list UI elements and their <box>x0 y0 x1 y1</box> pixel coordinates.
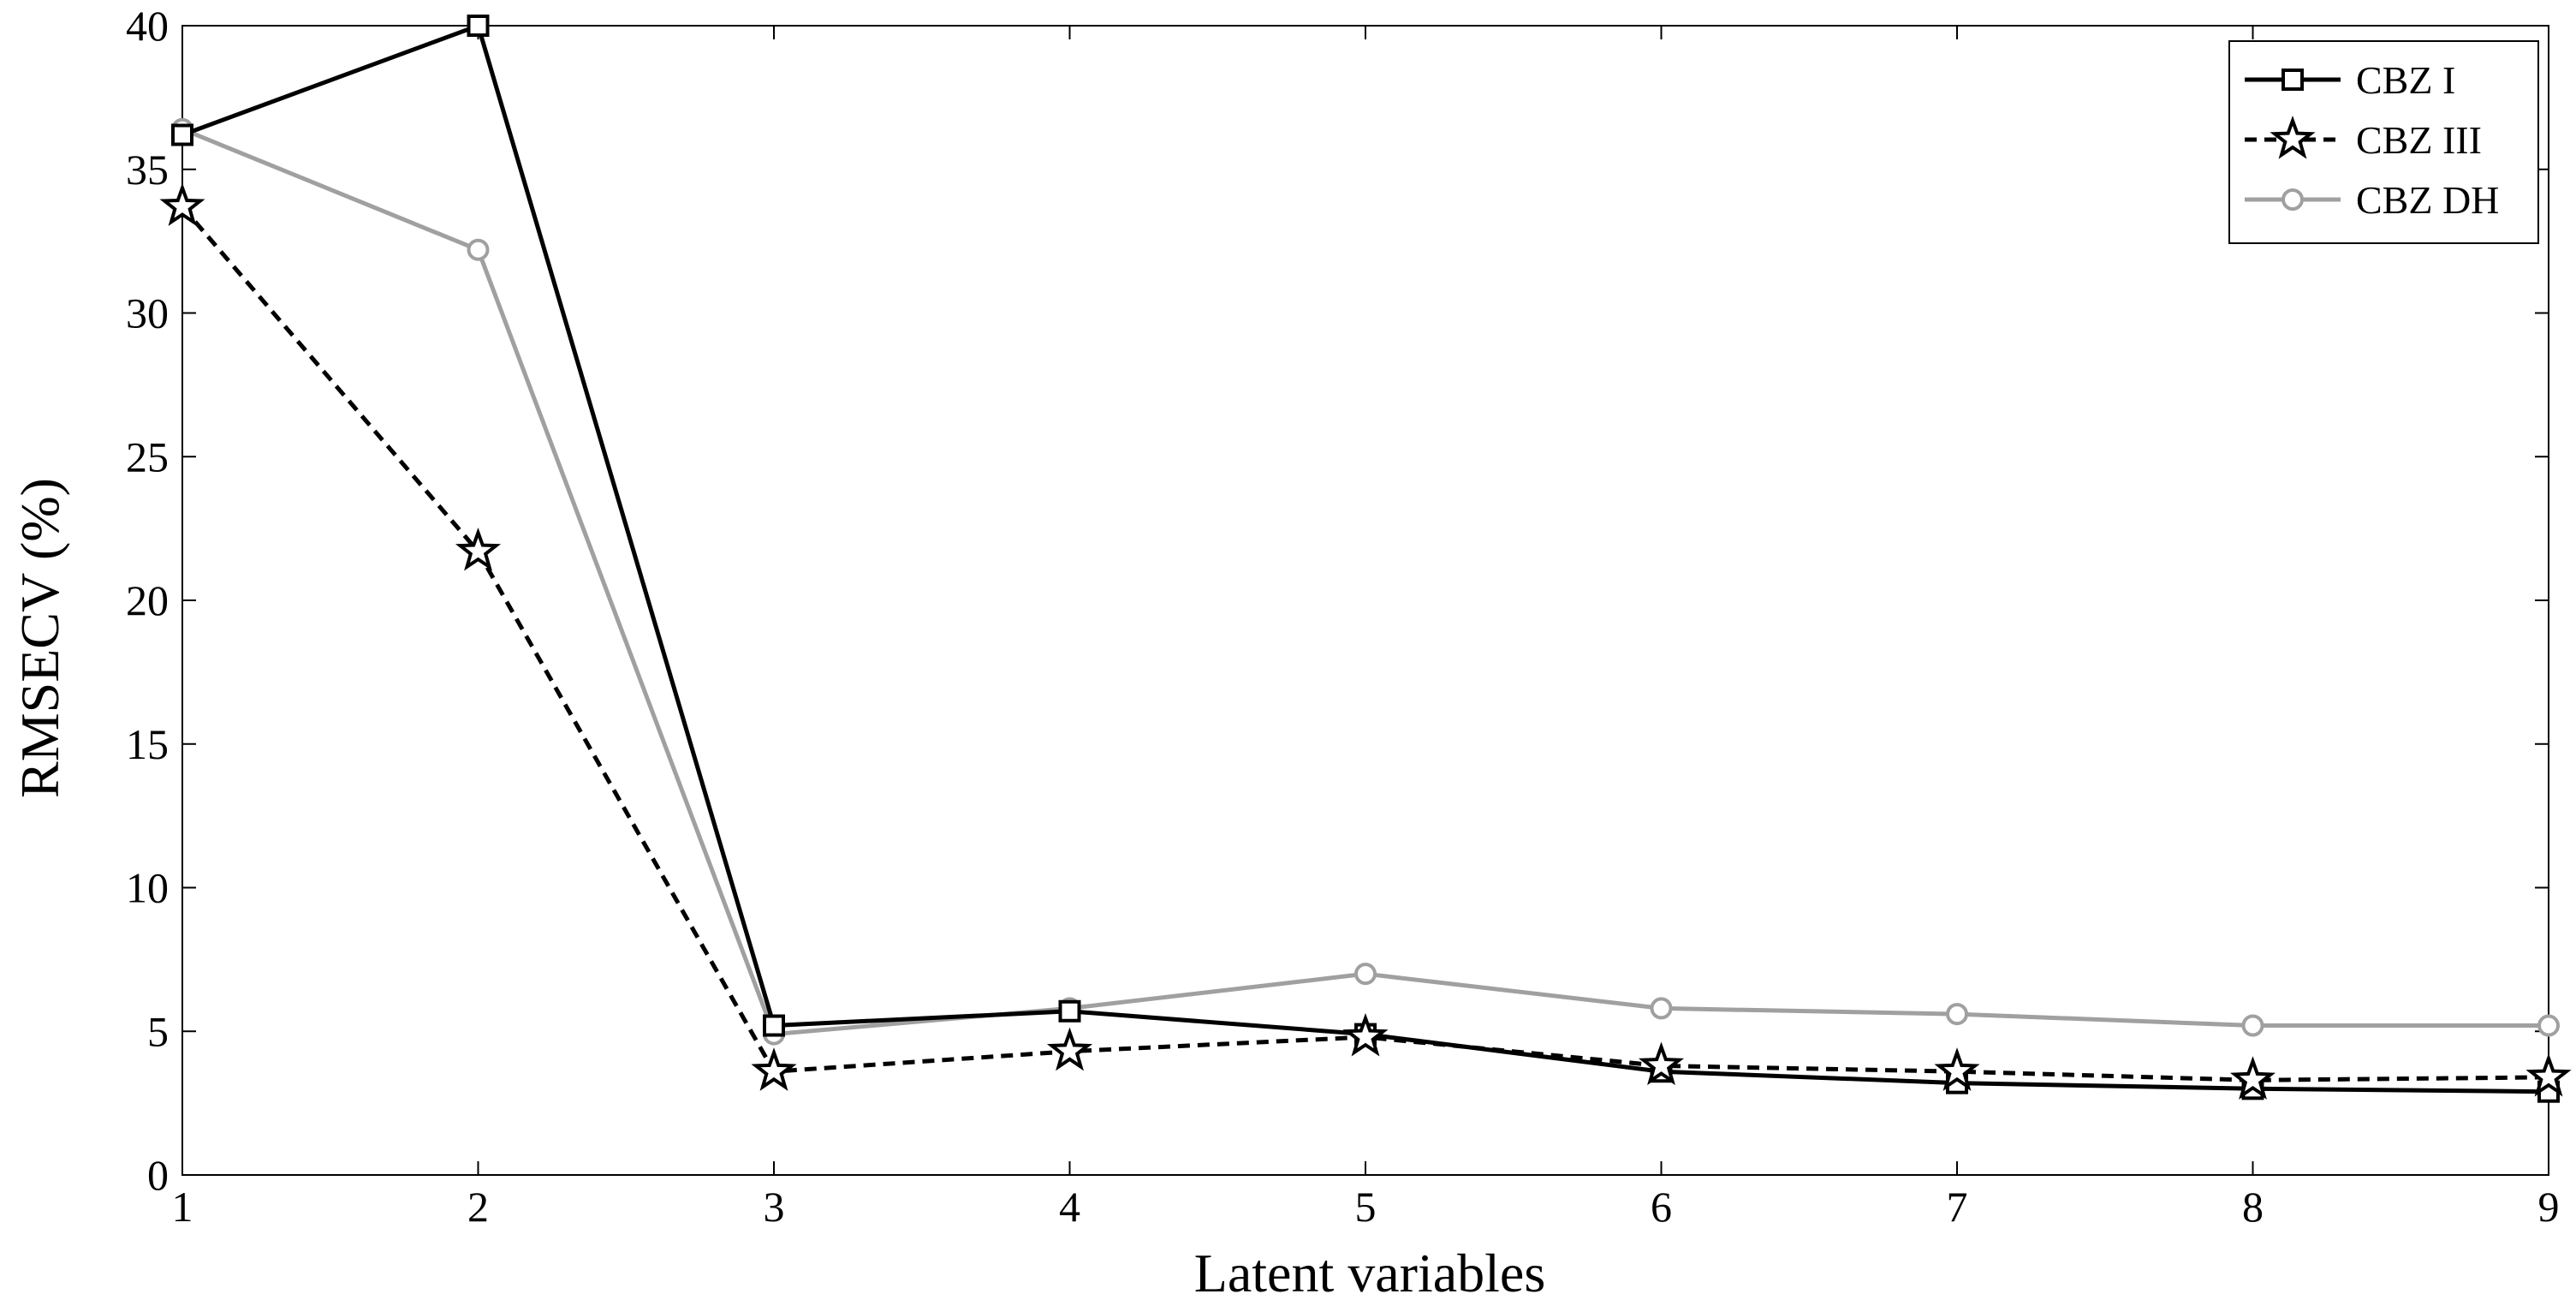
data-point-marker <box>455 528 502 571</box>
data-point-marker <box>2537 1014 2560 1037</box>
y-tick-label: 10 <box>126 864 169 912</box>
y-tick-label: 35 <box>126 146 169 194</box>
legend-marker <box>2270 116 2316 159</box>
data-point-marker <box>1638 1041 1685 1086</box>
legend-label: CBZ III <box>2356 118 2482 162</box>
x-tick-label: 9 <box>2538 1183 2560 1231</box>
y-tick-label: 15 <box>126 720 169 768</box>
legend-marker <box>2282 69 2304 91</box>
data-point-marker <box>1058 999 1081 1023</box>
x-tick-label: 7 <box>1947 1183 1968 1231</box>
legend-item: CBZ III <box>2245 116 2482 162</box>
legend-item: CBZ DH <box>2245 178 2499 222</box>
data-point-marker <box>1650 997 1673 1020</box>
x-tick-label: 4 <box>1059 1183 1080 1231</box>
x-tick-label: 5 <box>1355 1183 1377 1231</box>
x-tick-label: 3 <box>764 1183 785 1231</box>
y-tick-label: 20 <box>126 576 169 624</box>
legend-box <box>2228 40 2539 244</box>
x-tick-label: 8 <box>2242 1183 2264 1231</box>
y-tick-label: 5 <box>147 1007 169 1055</box>
y-tick-label: 25 <box>126 432 169 480</box>
legend-item: CBZ I <box>2245 58 2455 102</box>
data-point-marker <box>751 1047 797 1091</box>
y-axis-title: RMSECV (%) <box>9 478 70 798</box>
legend-label: CBZ I <box>2356 58 2455 102</box>
data-point-marker <box>171 123 193 146</box>
x-tick-label: 6 <box>1651 1183 1672 1231</box>
legend-marker <box>2282 188 2304 211</box>
data-point-marker <box>1934 1047 1980 1091</box>
data-point-marker <box>159 182 205 226</box>
y-tick-label: 30 <box>126 289 169 337</box>
data-point-marker <box>763 1014 785 1037</box>
x-tick-label: 2 <box>467 1183 489 1231</box>
legend-label: CBZ DH <box>2356 178 2499 222</box>
data-point-marker <box>1946 1003 1968 1026</box>
series-cbz-iii <box>159 182 2572 1100</box>
x-axis-title: Latent variables <box>1194 1243 1545 1303</box>
y-tick-label: 0 <box>147 1151 169 1199</box>
data-point-marker <box>2241 1014 2264 1037</box>
data-point-marker <box>467 15 490 37</box>
data-point-marker <box>2229 1056 2276 1100</box>
data-point-marker <box>1354 963 1377 986</box>
data-point-marker <box>1046 1027 1093 1071</box>
x-tick-label: 1 <box>172 1183 193 1231</box>
data-point-marker <box>467 238 490 261</box>
data-point-marker <box>1342 1013 1389 1057</box>
data-point-marker <box>2525 1053 2572 1097</box>
legend: CBZ I CBZ III CBZ DH <box>2228 40 2539 244</box>
y-tick-label: 40 <box>126 2 169 50</box>
